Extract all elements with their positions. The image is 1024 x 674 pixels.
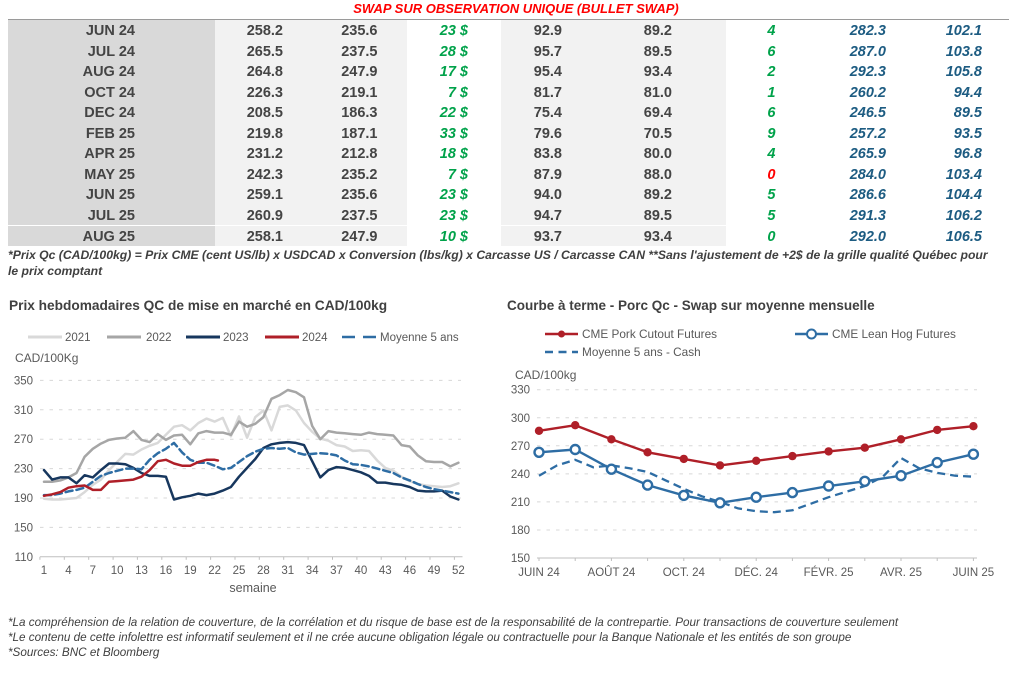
svg-text:OCT. 24: OCT. 24: [663, 567, 706, 579]
svg-text:28: 28: [257, 565, 270, 577]
svg-text:19: 19: [184, 565, 197, 577]
svg-text:34: 34: [306, 565, 319, 577]
svg-text:46: 46: [403, 565, 416, 577]
svg-text:2024: 2024: [302, 332, 328, 344]
svg-text:52: 52: [452, 565, 465, 577]
svg-text:16: 16: [160, 565, 173, 577]
svg-text:CME Lean Hog Futures: CME Lean Hog Futures: [832, 327, 956, 341]
svg-text:270: 270: [14, 434, 33, 446]
svg-text:Moyenne 5 ans - Cash: Moyenne 5 ans - Cash: [582, 345, 701, 359]
svg-text:2023: 2023: [223, 332, 249, 344]
svg-text:10: 10: [111, 565, 124, 577]
svg-text:25: 25: [233, 565, 246, 577]
svg-text:22: 22: [208, 565, 221, 577]
svg-text:1: 1: [41, 565, 47, 577]
svg-text:CME Pork Cutout Futures: CME Pork Cutout Futures: [582, 327, 717, 341]
svg-text:JUIN 24: JUIN 24: [518, 567, 560, 579]
svg-text:190: 190: [14, 493, 33, 505]
svg-text:240: 240: [511, 469, 530, 481]
svg-text:180: 180: [511, 525, 530, 537]
svg-text:CAD/100kg: CAD/100kg: [515, 368, 576, 382]
svg-text:7: 7: [90, 565, 96, 577]
svg-text:210: 210: [511, 497, 530, 509]
svg-text:230: 230: [14, 464, 33, 476]
svg-text:150: 150: [511, 553, 530, 565]
svg-text:JUIN 25: JUIN 25: [953, 567, 995, 579]
svg-text:300: 300: [511, 413, 530, 425]
svg-text:DÉC. 24: DÉC. 24: [734, 566, 778, 579]
svg-text:37: 37: [330, 565, 343, 577]
svg-text:4: 4: [65, 565, 72, 577]
svg-text:150: 150: [14, 522, 33, 534]
svg-text:2021: 2021: [65, 332, 91, 344]
svg-text:40: 40: [355, 565, 368, 577]
svg-text:350: 350: [14, 375, 33, 387]
svg-text:semaine: semaine: [229, 581, 276, 595]
svg-text:310: 310: [14, 405, 33, 417]
svg-text:330: 330: [511, 385, 530, 397]
svg-text:49: 49: [428, 565, 441, 577]
svg-text:2022: 2022: [146, 332, 172, 344]
svg-text:270: 270: [511, 441, 530, 453]
svg-text:Courbe à terme - Porc Qc - Swa: Courbe à terme - Porc Qc - Swap sur moye…: [507, 298, 875, 313]
svg-text:43: 43: [379, 565, 392, 577]
svg-text:Moyenne 5 ans: Moyenne 5 ans: [380, 332, 459, 344]
svg-text:110: 110: [15, 552, 33, 564]
svg-text:CAD/100Kg: CAD/100Kg: [15, 351, 78, 365]
svg-text:Prix hebdomadaires QC de mise: Prix hebdomadaires QC de mise en marché …: [9, 298, 387, 313]
svg-text:13: 13: [135, 565, 148, 577]
svg-text:AOÛT 24: AOÛT 24: [588, 566, 636, 579]
svg-text:FÉVR. 25: FÉVR. 25: [804, 566, 854, 579]
svg-text:AVR. 25: AVR. 25: [880, 567, 922, 579]
svg-text:31: 31: [281, 565, 294, 577]
